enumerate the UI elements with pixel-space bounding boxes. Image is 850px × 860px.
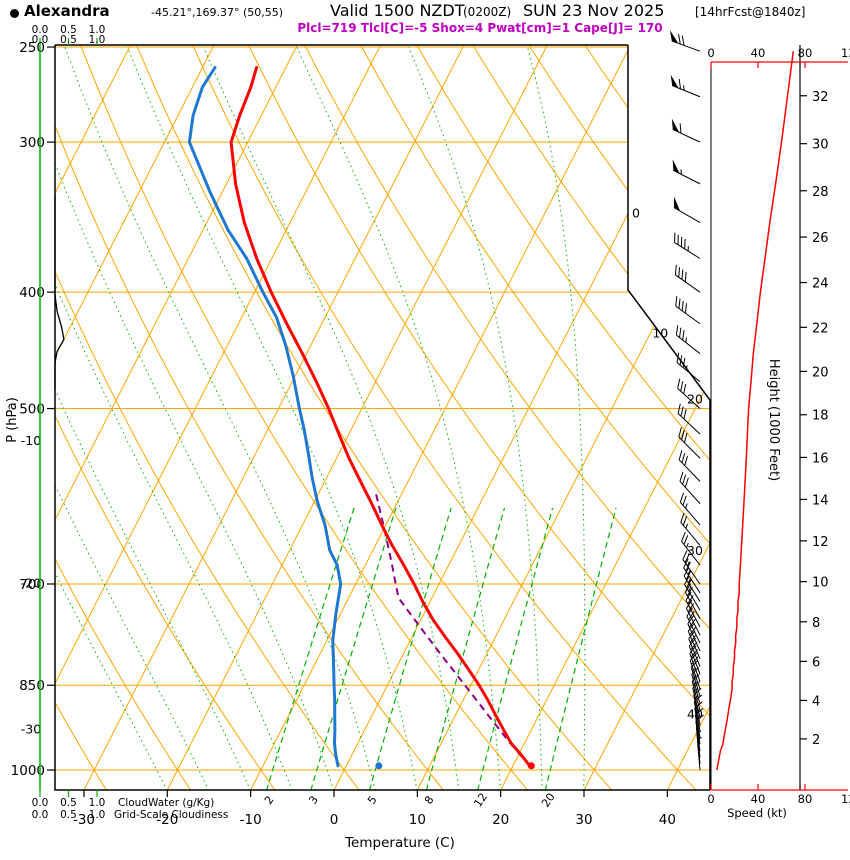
height-tick-label: 24 bbox=[812, 277, 829, 292]
mixing-ratio-label: 8 bbox=[422, 794, 437, 807]
mixing-ratio-label: 5 bbox=[365, 794, 380, 807]
temperature-axis-title: Temperature (C) bbox=[344, 835, 455, 851]
height-tick-label: 32 bbox=[812, 90, 829, 105]
temperature-trace bbox=[229, 66, 532, 768]
cloudwater-scale-label: 0.5 bbox=[60, 797, 77, 809]
station-name: Alexandra bbox=[24, 2, 110, 20]
isotherm-label: 0 bbox=[632, 206, 640, 221]
station-coords: -45.21°,169.37° (50,55) bbox=[151, 6, 284, 19]
mixing-ratio-label: 3 bbox=[306, 794, 321, 807]
cloudwater-scale-label: 1.0 bbox=[89, 797, 106, 809]
height-tick-label: 8 bbox=[812, 616, 820, 631]
cloudwater-scale-label: 0.5 bbox=[60, 24, 77, 36]
height-tick-label: 12 bbox=[812, 535, 829, 550]
pressure-tick-label: 300 bbox=[19, 135, 45, 151]
mixing-ratio-label: 20 bbox=[539, 791, 558, 810]
dry-adiabat-label: -10 bbox=[21, 433, 41, 448]
height-tick-label: 28 bbox=[812, 185, 829, 200]
height-tick-label: 16 bbox=[812, 451, 829, 466]
cloudiness-axis-title: Grid-Scale Cloudiness bbox=[114, 809, 228, 821]
pressure-tick-label: 500 bbox=[19, 402, 45, 418]
temp-tick-label: 40 bbox=[659, 812, 676, 828]
temp-tick-label: 0 bbox=[330, 812, 339, 828]
cloudwater-scale-label: 0.0 bbox=[32, 24, 49, 36]
height-tick-label: 14 bbox=[812, 493, 829, 508]
forecast-hour: [14hrFcst@1840z] bbox=[695, 5, 806, 19]
speed-tick-label: 40 bbox=[751, 46, 766, 60]
temp-tick-label: 20 bbox=[492, 812, 509, 828]
height-tick-label: 26 bbox=[812, 231, 829, 246]
wind-speed-trace bbox=[716, 51, 795, 771]
wind-barbs bbox=[669, 30, 705, 771]
pressure-tick-label: 250 bbox=[19, 40, 45, 56]
station-bullet-icon bbox=[10, 9, 19, 18]
height-tick-label: 30 bbox=[812, 138, 829, 153]
temp-tick-label: -20 bbox=[156, 812, 178, 828]
valid-date: SUN 23 Nov 2025 bbox=[523, 1, 665, 20]
dewpoint-trace bbox=[187, 66, 343, 768]
cloudiness-scale-label: 0.0 bbox=[32, 809, 49, 821]
cloudiness-scale-label: 1.0 bbox=[89, 809, 106, 821]
cloudwater-scale-label: 0.0 bbox=[32, 797, 49, 809]
isotherm-label: 20 bbox=[687, 392, 703, 407]
height-axis-title: Height (1000 Feet) bbox=[766, 359, 781, 481]
speed-axis-title: Speed (kt) bbox=[727, 806, 787, 820]
valid-zulu-time: (0200Z) bbox=[463, 5, 512, 19]
pressure-tick-label: 700 bbox=[19, 577, 45, 593]
pressure-tick-label: 400 bbox=[19, 285, 45, 301]
dry-adiabat-label: -20 bbox=[21, 576, 41, 591]
speed-tick-label: 40 bbox=[751, 792, 766, 806]
surface-temp-dot bbox=[527, 762, 535, 770]
cloudiness-scale-label: 0.0 bbox=[32, 34, 49, 46]
pressure-tick-label: 1000 bbox=[11, 763, 45, 779]
cloudwater-axis-title: CloudWater (g/Kg) bbox=[118, 797, 214, 809]
height-tick-label: 2 bbox=[812, 733, 820, 748]
speed-tick-label: 0 bbox=[707, 792, 714, 806]
grid-lines bbox=[55, 45, 710, 790]
height-tick-label: 10 bbox=[812, 576, 829, 591]
mixing-ratio-label: 12 bbox=[471, 791, 490, 810]
pressure-tick-label: 850 bbox=[19, 678, 45, 694]
surface-dewpoint-dot bbox=[375, 762, 383, 770]
parcel-trace bbox=[374, 490, 531, 767]
dry-adiabat-label: -30 bbox=[21, 722, 41, 737]
height-tick-label: 4 bbox=[812, 694, 820, 709]
mixing-ratio-label: 2 bbox=[262, 794, 277, 807]
stability-indices: Plcl=719 Tlcl[C]=-5 Shox=4 Pwat[cm]=1 Ca… bbox=[297, 21, 663, 35]
speed-tick-label: 80 bbox=[798, 46, 813, 60]
height-tick-label: 18 bbox=[812, 409, 829, 424]
isotherm-label: 30 bbox=[687, 543, 703, 558]
height-tick-label: 6 bbox=[812, 655, 820, 670]
height-tick-label: 20 bbox=[812, 365, 829, 380]
plot-cut-border bbox=[627, 45, 711, 790]
valid-time: Valid 1500 NZDT bbox=[330, 1, 465, 20]
temp-tick-label: -30 bbox=[73, 812, 95, 828]
speed-tick-label: 0 bbox=[707, 46, 714, 60]
cloudiness-scale-label: 0.5 bbox=[60, 34, 77, 46]
cloudiness-scale-label: 0.5 bbox=[60, 809, 77, 821]
speed-tick-label: 120 bbox=[841, 792, 850, 806]
speed-tick-label: 120 bbox=[841, 46, 850, 60]
temp-tick-label: -10 bbox=[240, 812, 262, 828]
speed-tick-label: 80 bbox=[798, 792, 813, 806]
height-tick-label: 22 bbox=[812, 321, 829, 336]
temp-tick-label: 30 bbox=[575, 812, 592, 828]
temp-tick-label: 10 bbox=[409, 812, 426, 828]
cloudwater-scale-label: 1.0 bbox=[89, 24, 106, 36]
pressure-axis-title: P (hPa) bbox=[5, 397, 20, 443]
cloudiness-scale-label: 1.0 bbox=[89, 34, 106, 46]
header: Alexandra -45.21°,169.37° (50,55) Valid … bbox=[0, 0, 850, 40]
